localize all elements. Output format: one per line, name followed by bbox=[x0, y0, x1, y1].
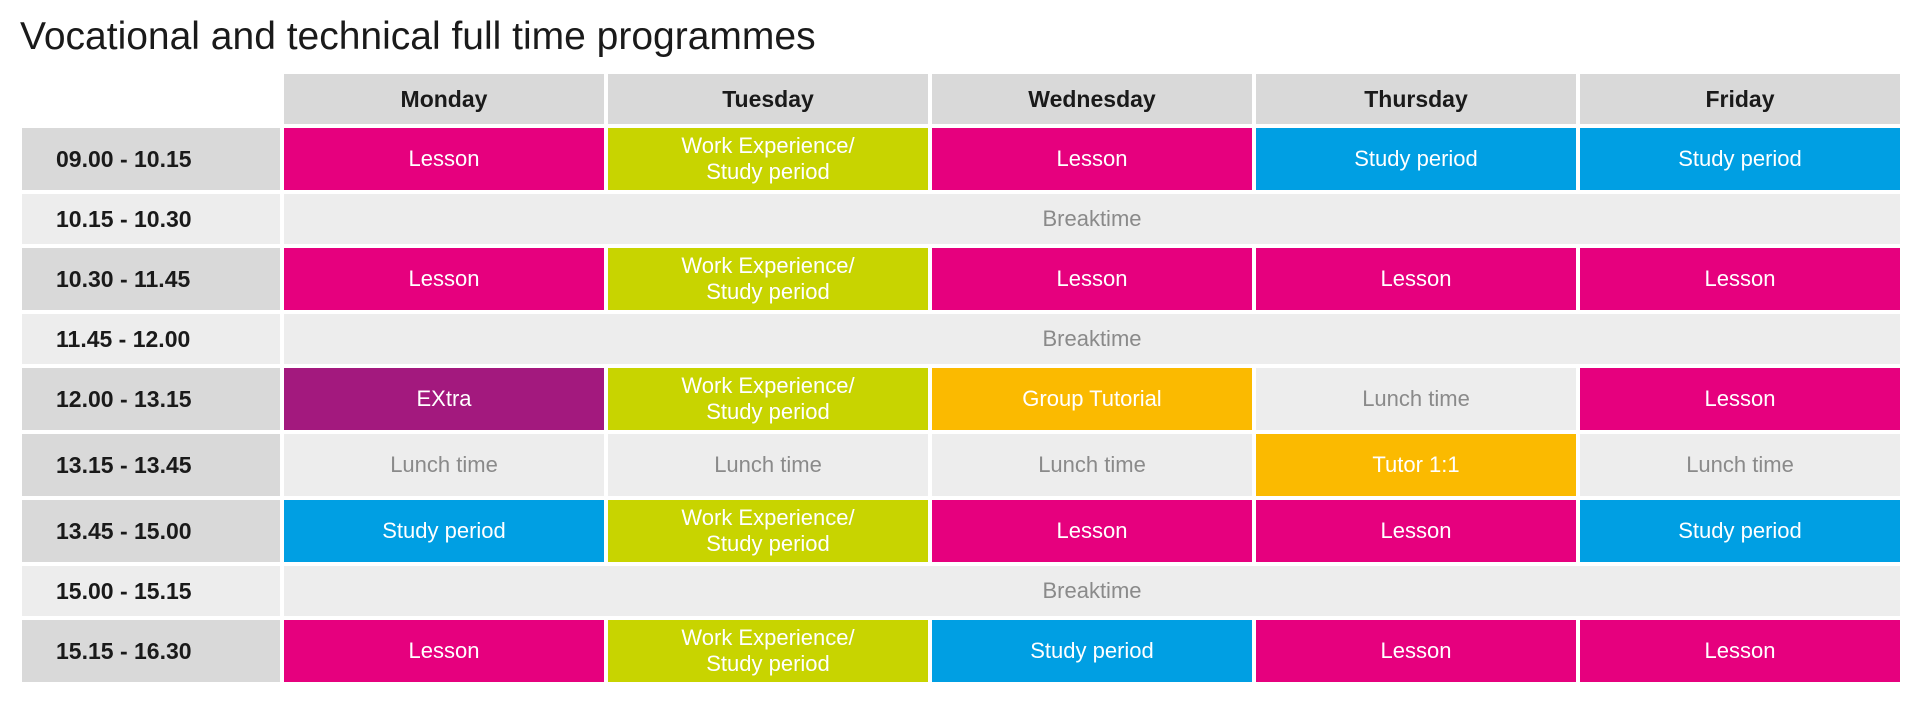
slot-lunch-monday: Lunch time bbox=[284, 434, 604, 496]
time-slot: 10.30 - 11.45 bbox=[22, 248, 280, 310]
slot-lesson-thursday: Lesson bbox=[1256, 500, 1576, 562]
day-header-wednesday: Wednesday bbox=[932, 74, 1252, 124]
day-header-thursday: Thursday bbox=[1256, 74, 1576, 124]
breaktime-cell: Breaktime bbox=[284, 194, 1900, 244]
slot-lesson-monday: Lesson bbox=[284, 620, 604, 682]
slot-lesson-wednesday: Lesson bbox=[932, 248, 1252, 310]
slot-study-thursday: Study period bbox=[1256, 128, 1576, 190]
slot-study-monday: Study period bbox=[284, 500, 604, 562]
slot-work-tuesday: Work Experience/ Study period bbox=[608, 368, 928, 430]
day-header-friday: Friday bbox=[1580, 74, 1900, 124]
slot-work-tuesday: Work Experience/ Study period bbox=[608, 500, 928, 562]
slot-lesson-friday: Lesson bbox=[1580, 620, 1900, 682]
time-slot: 13.15 - 13.45 bbox=[22, 434, 280, 496]
slot-lunch-tuesday: Lunch time bbox=[608, 434, 928, 496]
slot-lesson-friday: Lesson bbox=[1580, 248, 1900, 310]
breaktime-cell: Breaktime bbox=[284, 314, 1900, 364]
slot-study-wednesday: Study period bbox=[932, 620, 1252, 682]
breaktime-cell: Breaktime bbox=[284, 566, 1900, 616]
time-slot: 15.15 - 16.30 bbox=[22, 620, 280, 682]
slot-lesson-thursday: Lesson bbox=[1256, 620, 1576, 682]
time-slot: 12.00 - 13.15 bbox=[22, 368, 280, 430]
timetable-grid: Monday Tuesday Wednesday Thursday Friday 09.0… bbox=[22, 74, 1900, 682]
slot-tutorial-thursday: Tutor 1:1 bbox=[1256, 434, 1576, 496]
slot-lesson-monday: Lesson bbox=[284, 128, 604, 190]
slot-work-tuesday: Work Experience/ Study period bbox=[608, 620, 928, 682]
time-slot: 15.00 - 15.15 bbox=[22, 566, 280, 616]
slot-lunch-thursday: Lunch time bbox=[1256, 368, 1576, 430]
slot-lesson-wednesday: Lesson bbox=[932, 500, 1252, 562]
slot-lesson-monday: Lesson bbox=[284, 248, 604, 310]
slot-lesson-wednesday: Lesson bbox=[932, 128, 1252, 190]
page-title: Vocational and technical full time progr… bbox=[20, 15, 816, 58]
table-corner bbox=[22, 74, 280, 124]
time-slot: 11.45 - 12.00 bbox=[22, 314, 280, 364]
day-header-tuesday: Tuesday bbox=[608, 74, 928, 124]
slot-study-friday: Study period bbox=[1580, 500, 1900, 562]
slot-tutorial-wednesday: Group Tutorial bbox=[932, 368, 1252, 430]
slot-lesson-thursday: Lesson bbox=[1256, 248, 1576, 310]
slot-lunch-friday: Lunch time bbox=[1580, 434, 1900, 496]
slot-study-friday: Study period bbox=[1580, 128, 1900, 190]
slot-work-tuesday: Work Experience/ Study period bbox=[608, 248, 928, 310]
slot-extra-monday: EXtra bbox=[284, 368, 604, 430]
time-slot: 09.00 - 10.15 bbox=[22, 128, 280, 190]
day-header-monday: Monday bbox=[284, 74, 604, 124]
slot-lesson-friday: Lesson bbox=[1580, 368, 1900, 430]
time-slot: 10.15 - 10.30 bbox=[22, 194, 280, 244]
time-slot: 13.45 - 15.00 bbox=[22, 500, 280, 562]
slot-lunch-wednesday: Lunch time bbox=[932, 434, 1252, 496]
slot-work-tuesday: Work Experience/ Study period bbox=[608, 128, 928, 190]
